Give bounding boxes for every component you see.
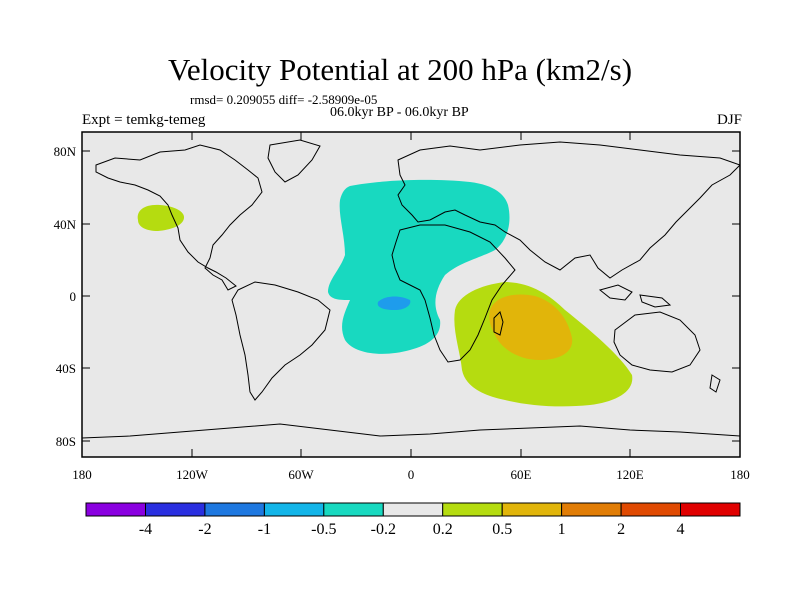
- colorbar-box: [323, 502, 384, 517]
- colorbar-box: [145, 502, 206, 517]
- colorbar-box: [263, 502, 325, 517]
- lat-label-40s: 40S: [56, 361, 76, 376]
- longitude-axis: [81, 132, 631, 457]
- lat-label-0: 0: [70, 289, 77, 304]
- colorbar-box: [620, 502, 682, 517]
- negative-region-atlantic-africa: [328, 179, 510, 354]
- colorbar-box: [85, 502, 146, 517]
- madagascar-coast: [493, 311, 504, 336]
- positive-region-north-pacific: [137, 204, 185, 231]
- period-line: 06.0kyr BP - 06.0kyr BP: [330, 105, 469, 120]
- new-zealand-coast: [709, 374, 721, 393]
- colorbar: [85, 502, 741, 517]
- north-america-coast: [95, 144, 263, 291]
- positive-core-indian-ocean: [489, 294, 573, 360]
- plot-title: Velocity Potential at 200 hPa (km2/s): [167, 52, 633, 87]
- australia-coast: [613, 311, 701, 373]
- lat-label-80n: 80N: [54, 144, 77, 159]
- colorbar-label: -2: [198, 521, 211, 538]
- colorbar-box: [204, 502, 265, 517]
- colorbar-box: [680, 502, 741, 517]
- colorbar-label: 0.2: [433, 521, 453, 538]
- lon-label-0: 0: [408, 467, 415, 482]
- colorbar-labels: -4 -2 -1 -0.5 -0.2 0.2 0.5 1 2 4: [139, 521, 685, 538]
- eurasia-coast: [397, 141, 740, 279]
- colorbar-box: [561, 502, 622, 517]
- colorbar-box: [442, 502, 503, 517]
- south-america-coast: [231, 281, 331, 401]
- lon-label-180w: 180: [72, 467, 92, 482]
- colorbar-label: 4: [677, 521, 685, 538]
- colorbar-box: [501, 502, 563, 517]
- colorbar-label: 2: [617, 521, 625, 538]
- lon-label-60w: 60W: [288, 467, 314, 482]
- lat-label-80s: 80S: [56, 434, 76, 449]
- colorbar-label: -0.2: [371, 521, 396, 538]
- colorbar-label: 1: [558, 521, 566, 538]
- latitude-axis: [82, 150, 740, 442]
- experiment-label: Expt = temkg-temeg: [82, 112, 206, 128]
- coastlines: [82, 139, 740, 439]
- lon-label-120e: 120E: [616, 467, 644, 482]
- africa-coast: [391, 224, 516, 363]
- colorbar-label: -0.5: [311, 521, 336, 538]
- lon-label-120w: 120W: [176, 467, 209, 482]
- southeast-asia-islands: [598, 284, 672, 308]
- colorbar-box: [382, 502, 444, 517]
- colorbar-label: -4: [139, 521, 152, 538]
- stats-line: rmsd= 0.209055 diff= -2.58909e-05: [190, 92, 378, 107]
- weak-negative-core: [377, 296, 411, 310]
- greenland-coast: [267, 139, 321, 183]
- colorbar-label: -1: [258, 521, 271, 538]
- season-label: DJF: [716, 112, 742, 128]
- colorbar-label: 0.5: [492, 521, 512, 538]
- antarctica-coast: [82, 423, 740, 439]
- lon-label-60e: 60E: [511, 467, 532, 482]
- lat-label-40n: 40N: [54, 217, 77, 232]
- lon-label-180e: 180: [730, 467, 750, 482]
